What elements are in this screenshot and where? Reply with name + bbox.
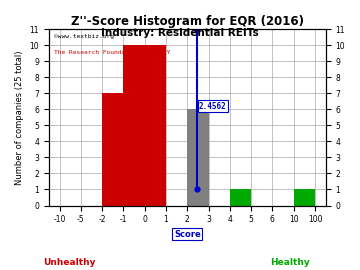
Bar (294, 190, 315, 205)
Bar (230, 190, 251, 205)
Bar (123, 45, 166, 205)
X-axis label: Score: Score (174, 230, 201, 239)
Text: 2.4562: 2.4562 (199, 102, 226, 111)
Text: The Research Foundation of SUNY: The Research Foundation of SUNY (54, 50, 171, 55)
Text: ©www.textbiz.org: ©www.textbiz.org (54, 35, 114, 39)
Bar (102, 93, 123, 205)
Text: Healthy: Healthy (270, 258, 310, 266)
Text: Industry: Residential REITs: Industry: Residential REITs (101, 28, 259, 38)
Bar (187, 109, 208, 205)
Y-axis label: Number of companies (25 total): Number of companies (25 total) (15, 50, 24, 185)
Title: Z''-Score Histogram for EQR (2016): Z''-Score Histogram for EQR (2016) (71, 15, 304, 28)
Text: Unhealthy: Unhealthy (43, 258, 96, 266)
